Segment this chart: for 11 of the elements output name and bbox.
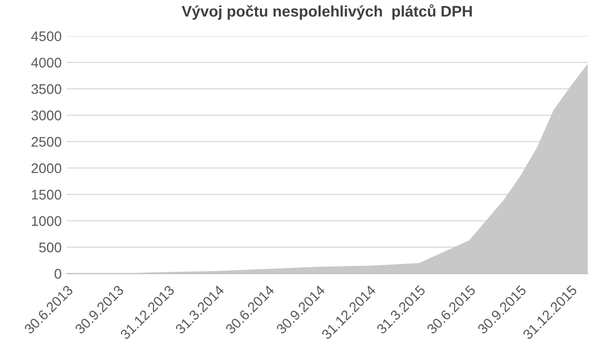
- y-tick-label: 2000: [32, 163, 62, 174]
- y-tick-label: 3500: [31, 84, 62, 94]
- y-tick-label: 3000: [31, 110, 62, 120]
- y-tick-label: 0: [54, 268, 62, 279]
- y-tick-label: 1000: [32, 216, 62, 226]
- chart-title: Vývoj počtu nespolehlivých plátců DPH: [182, 4, 472, 20]
- y-tick-label: 500: [39, 242, 62, 252]
- y-tick-label: 1500: [32, 190, 62, 200]
- y-tick-label: 4000: [31, 58, 62, 68]
- y-tick-label: 4500: [31, 31, 62, 42]
- y-tick-label: 2500: [32, 136, 62, 147]
